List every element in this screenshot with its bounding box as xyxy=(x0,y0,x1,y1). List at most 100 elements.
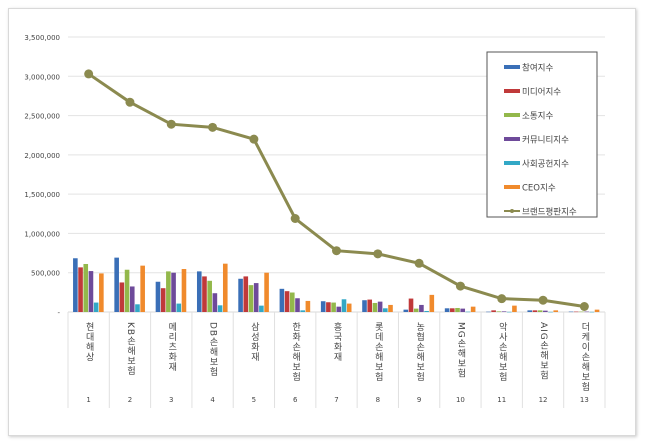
legend-label: 소통지수 xyxy=(522,112,553,122)
bar-CEO지수 xyxy=(388,304,393,312)
bar-참여지수 xyxy=(362,300,367,312)
line-point xyxy=(125,97,135,107)
legend-swatch xyxy=(504,185,520,189)
rank-label: 8 xyxy=(376,396,380,404)
chart-frame xyxy=(8,8,636,436)
rank-label: 6 xyxy=(293,396,298,404)
bar-소통지수 xyxy=(455,307,460,312)
bar-참여지수 xyxy=(527,310,533,312)
x-tick-label: 롯데손해보험 xyxy=(373,322,383,382)
bar-참여지수 xyxy=(320,301,326,312)
bar-참여지수 xyxy=(155,281,161,312)
bar-사회공헌지수 xyxy=(176,303,182,312)
bar-소통지수 xyxy=(248,285,254,312)
bar-CEO지수 xyxy=(140,265,145,312)
bar-미디어지수 xyxy=(160,288,166,312)
bar-사회공헌지수 xyxy=(135,304,140,312)
bar-미디어지수 xyxy=(119,282,125,312)
bar-참여지수 xyxy=(238,278,243,312)
y-tick-label: 500,000 xyxy=(31,270,60,278)
y-tick-label: - xyxy=(57,309,60,317)
bar-커뮤니티지수 xyxy=(171,272,176,312)
bar-커뮤니티지수 xyxy=(460,308,466,312)
bar-참여지수 xyxy=(568,311,574,313)
bar-CEO지수 xyxy=(594,309,600,312)
bar-미디어지수 xyxy=(78,267,83,312)
bar-소통지수 xyxy=(537,310,543,312)
bar-소통지수 xyxy=(372,302,378,312)
legend-swatch xyxy=(504,137,520,141)
bar-커뮤니티지수 xyxy=(129,286,135,312)
bar-미디어지수 xyxy=(491,310,496,312)
bar-소통지수 xyxy=(496,311,502,312)
x-tick-label: DB손해보험 xyxy=(208,322,218,377)
line-point xyxy=(414,258,424,268)
bar-CEO지수 xyxy=(181,269,187,312)
bar-미디어지수 xyxy=(202,276,207,312)
bar-참여지수 xyxy=(196,271,202,312)
bar-사회공헌지수 xyxy=(424,310,429,312)
bar-소통지수 xyxy=(166,271,171,312)
legend-label: CEO지수 xyxy=(522,184,556,194)
bar-사회공헌지수 xyxy=(300,310,305,312)
bar-소통지수 xyxy=(207,280,212,312)
legend-box xyxy=(486,51,598,218)
bar-사회공헌지수 xyxy=(589,311,595,313)
rank-label: 13 xyxy=(580,396,589,404)
legend-label: 커뮤니티지수 xyxy=(522,135,569,146)
line-point xyxy=(455,281,465,291)
y-tick-label: 1,500,000 xyxy=(24,191,60,199)
legend-swatch xyxy=(504,89,520,93)
x-tick-label: 삼성화재 xyxy=(249,322,259,362)
line-point xyxy=(538,295,548,305)
rank-label: 3 xyxy=(169,396,173,404)
bar-소통지수 xyxy=(413,308,419,312)
bar-미디어지수 xyxy=(326,302,331,312)
legend-swatch xyxy=(504,113,520,117)
rank-label: 12 xyxy=(539,396,548,404)
line-point xyxy=(84,69,94,79)
line-point xyxy=(249,134,259,144)
bar-CEO지수 xyxy=(264,272,269,312)
legend-label: 사회공헌지수 xyxy=(522,160,569,170)
bar-미디어지수 xyxy=(408,298,414,312)
x-tick-label: 흥국화재 xyxy=(332,321,342,362)
y-tick-label: 2,000,000 xyxy=(24,152,60,160)
y-tick-label: 3,000,000 xyxy=(24,73,60,81)
bar-소통지수 xyxy=(331,302,336,312)
bar-커뮤니티지수 xyxy=(88,271,94,312)
bar-사회공헌지수 xyxy=(506,311,512,313)
bar-소통지수 xyxy=(124,269,130,312)
bar-미디어지수 xyxy=(450,308,455,312)
rank-label: 10 xyxy=(456,396,465,404)
bar-소통지수 xyxy=(83,263,89,312)
bar-참여지수 xyxy=(486,311,491,313)
legend-swatch xyxy=(504,65,520,69)
rank-label: 4 xyxy=(210,396,215,404)
bar-소통지수 xyxy=(579,311,584,313)
bar-CEO지수 xyxy=(99,273,104,312)
x-tick-label: 악사손해보험 xyxy=(497,321,507,382)
line-point xyxy=(373,249,383,259)
rank-label: 9 xyxy=(417,396,421,404)
y-tick-label: 3,500,000 xyxy=(24,34,60,42)
bar-사회공헌지수 xyxy=(259,305,264,312)
legend-label: 참여지수 xyxy=(522,63,553,74)
bar-커뮤니티지수 xyxy=(336,306,342,312)
rank-label: 11 xyxy=(497,396,506,404)
bar-사회공헌지수 xyxy=(465,311,471,313)
bar-CEO지수 xyxy=(512,305,517,312)
bar-참여지수 xyxy=(114,257,119,312)
bar-커뮤니티지수 xyxy=(501,311,507,312)
x-tick-label: 메리츠화재 xyxy=(166,322,176,372)
x-tick-label: 더케이손해보험 xyxy=(579,322,589,392)
line-point xyxy=(290,214,300,223)
x-tick-label: 농협손해보험 xyxy=(414,322,424,382)
bar-미디어지수 xyxy=(367,299,373,312)
bar-CEO지수 xyxy=(553,310,559,312)
bar-커뮤니티지수 xyxy=(295,298,300,312)
bar-미디어지수 xyxy=(284,291,290,312)
bar-커뮤니티지수 xyxy=(584,311,589,313)
